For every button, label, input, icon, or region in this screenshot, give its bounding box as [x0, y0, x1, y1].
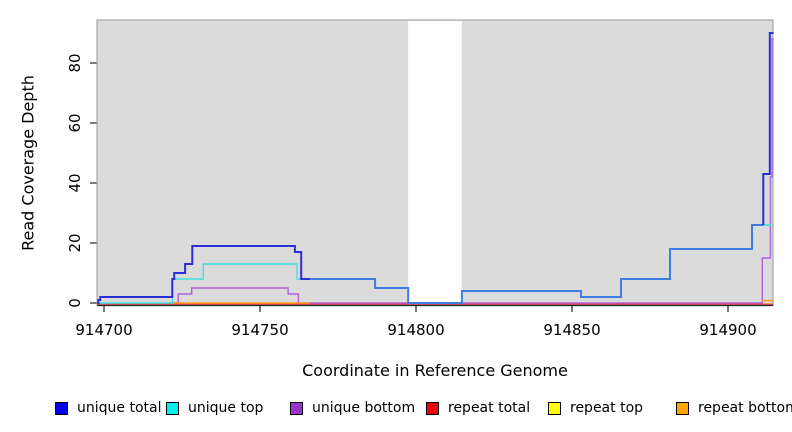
legend-item-repeat-total: repeat total: [426, 399, 530, 417]
x-tick-label: 914800: [387, 321, 444, 339]
legend-label: repeat top: [570, 400, 644, 416]
y-tick-label: 60: [66, 113, 84, 132]
y-tick-label: 20: [66, 233, 84, 252]
masked-region: [408, 21, 462, 304]
y-tick-label: 80: [66, 53, 84, 72]
legend: unique total unique top unique bottom repea…: [0, 399, 792, 421]
legend-item-unique-total: unique total: [55, 399, 161, 417]
series-line-unique-total-6: [309, 224, 764, 304]
legend-item-repeat-top: repeat top: [548, 399, 643, 417]
legend-label: unique top: [188, 400, 264, 416]
legend-swatch-unique-total: [55, 401, 68, 415]
y-axis-label: Read Coverage Depth: [18, 75, 38, 251]
legend-swatch-repeat-top: [548, 401, 561, 415]
legend-swatch-repeat-bottom: [676, 401, 689, 415]
y-tick-label: 40: [66, 173, 84, 192]
legend-item-repeat-bottom: repeat bottom: [676, 399, 792, 417]
x-tick-label: 914750: [231, 321, 288, 339]
x-tick-label: 914700: [75, 321, 132, 339]
legend-label: repeat bottom: [698, 400, 792, 416]
legend-swatch-repeat-total: [426, 401, 439, 415]
legend-label: unique total: [77, 400, 162, 416]
legend-label: unique bottom: [312, 400, 416, 416]
series-line-unique-total-8: [762, 32, 774, 225]
legend-item-unique-bottom: unique bottom: [290, 399, 415, 417]
x-axis-label: Coordinate in Reference Genome: [302, 361, 568, 380]
series-line-unique-total-7: [97, 245, 310, 304]
x-tick-label: 914850: [543, 321, 600, 339]
legend-label: repeat total: [448, 400, 531, 416]
x-tick-label: 914900: [699, 321, 756, 339]
y-tick-label: 0: [66, 298, 84, 308]
legend-swatch-unique-bottom: [290, 401, 303, 415]
legend-swatch-unique-top: [166, 401, 179, 415]
series-line-unique-bottom-1: [172, 38, 774, 304]
legend-item-unique-top: unique top: [166, 399, 263, 417]
